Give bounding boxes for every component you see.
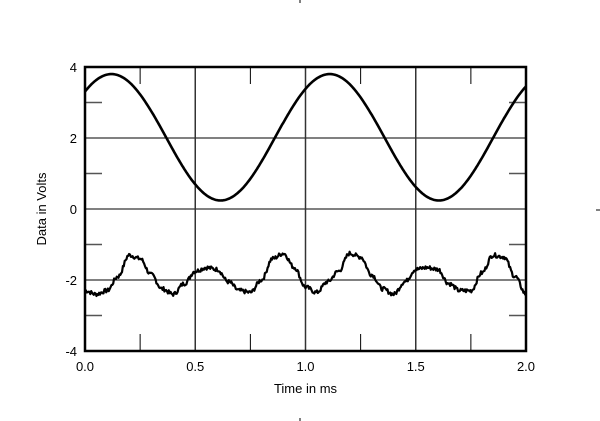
x-tick-label: 2.0: [517, 359, 535, 374]
upper-trace: [83, 72, 527, 202]
lower-trace: [84, 250, 527, 298]
plot-frame: [83, 65, 528, 353]
x-tick-label: 0.0: [76, 359, 94, 374]
x-axis-title: Time in ms: [274, 381, 338, 396]
y-axis-title: Data in Volts: [34, 172, 49, 245]
grid-lines: [85, 67, 526, 351]
x-tick-label: 1.0: [296, 359, 314, 374]
y-tick-label: 2: [70, 131, 77, 146]
y-tick-label: 4: [70, 60, 77, 75]
x-axis-ticks: 0.0 0.5 1.0 1.5 2.0: [76, 359, 535, 374]
y-tick-label: 0: [70, 202, 77, 217]
x-tick-label: 0.5: [186, 359, 204, 374]
x-tick-label: 1.5: [407, 359, 425, 374]
data-traces: [83, 72, 527, 298]
y-axis-ticks: 4 2 0 -2 -4: [65, 60, 77, 359]
y-tick-label: -2: [65, 273, 77, 288]
y-tick-label: -4: [65, 344, 77, 359]
